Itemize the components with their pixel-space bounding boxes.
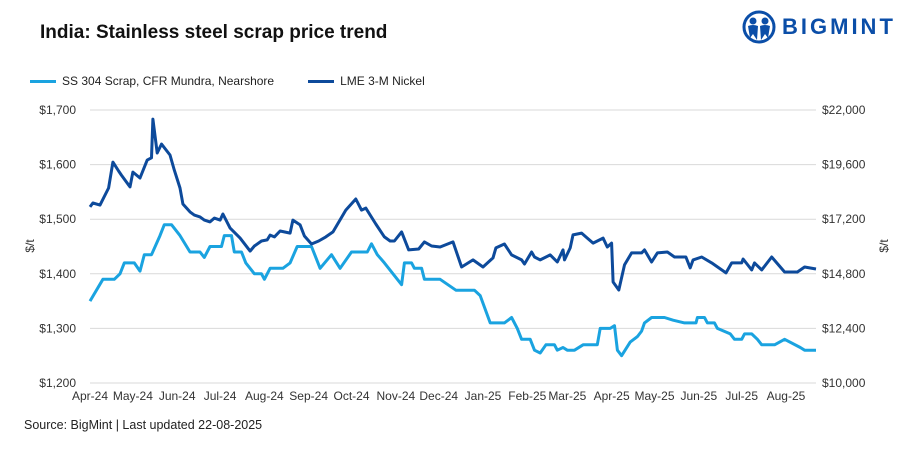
y-right-tick-label: $19,600 xyxy=(822,158,866,172)
series-line-nickel xyxy=(88,117,817,292)
legend-label: SS 304 Scrap, CFR Mundra, Nearshore xyxy=(62,74,275,88)
y-right-tick-label: $14,800 xyxy=(822,267,866,281)
x-tick-label: Dec-24 xyxy=(419,389,458,403)
y-right-tick-label: $22,000 xyxy=(822,103,866,117)
source-note: Source: BigMint | Last updated 22-08-202… xyxy=(24,418,263,432)
x-tick-label: Jan-25 xyxy=(465,389,502,403)
x-tick-label: Jul-24 xyxy=(204,389,237,403)
y-right-tick-label: $10,000 xyxy=(822,376,866,390)
x-tick-label: Aug-24 xyxy=(245,389,284,403)
legend-swatch xyxy=(308,79,335,83)
legend: SS 304 Scrap, CFR Mundra, Nearshore LME … xyxy=(30,74,425,88)
y-left-axis-label: $/t xyxy=(23,239,37,253)
series-line-ss304 xyxy=(88,223,816,358)
legend-item-nickel: LME 3-M Nickel xyxy=(308,74,425,88)
x-tick-label: Apr-24 xyxy=(72,389,108,403)
y-left-tick-label: $1,400 xyxy=(39,267,76,281)
logo-icon xyxy=(742,10,776,44)
x-tick-label: May-25 xyxy=(635,389,675,403)
legend-swatch xyxy=(30,79,56,83)
x-tick-label: Jun-24 xyxy=(159,389,196,403)
x-tick-label: May-24 xyxy=(113,389,153,403)
x-tick-label: Jun-25 xyxy=(680,389,717,403)
legend-item-ss304: SS 304 Scrap, CFR Mundra, Nearshore xyxy=(30,74,274,88)
y-left-tick-label: $1,200 xyxy=(39,376,76,390)
x-tick-label: Feb-25 xyxy=(508,389,546,403)
x-tick-label: Sep-24 xyxy=(289,389,328,403)
x-tick-label: Aug-25 xyxy=(767,389,806,403)
y-left-tick-label: $1,300 xyxy=(39,321,76,335)
y-left-tick-label: $1,700 xyxy=(39,103,76,117)
legend-label: LME 3-M Nickel xyxy=(340,74,425,88)
y-right-axis-label: $/t xyxy=(877,239,891,253)
y-left-tick-label: $1,500 xyxy=(39,212,76,226)
x-tick-label: Mar-25 xyxy=(548,389,586,403)
y-right-tick-label: $12,400 xyxy=(822,321,866,335)
x-tick-label: Oct-24 xyxy=(334,389,370,403)
y-right-tick-label: $17,200 xyxy=(822,212,866,226)
y-left-tick-label: $1,600 xyxy=(39,158,76,172)
x-tick-label: Nov-24 xyxy=(376,389,415,403)
chart-title: India: Stainless steel scrap price trend xyxy=(40,22,388,43)
logo-text: BIGMINT xyxy=(782,14,896,39)
x-tick-label: Apr-25 xyxy=(594,389,630,403)
bigmint-logo: BIGMINT xyxy=(742,10,896,44)
x-tick-label: Jul-25 xyxy=(725,389,758,403)
